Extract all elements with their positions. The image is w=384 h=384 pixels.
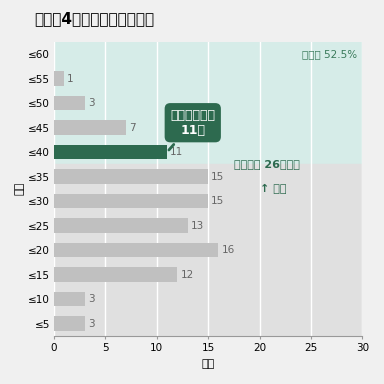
Bar (54, 194, 208, 209)
Text: 芦浦工大含む
11校: 芦浦工大含む 11校 (169, 109, 215, 150)
Text: ↑ 選定: ↑ 選定 (260, 184, 286, 194)
Text: 3: 3 (88, 294, 94, 304)
Text: 15: 15 (211, 172, 225, 182)
Text: 11: 11 (170, 147, 184, 157)
Bar (54, 169, 208, 184)
Bar (54, 42, 362, 164)
Bar (54, 292, 85, 306)
Bar (54, 145, 167, 159)
Bar (54, 267, 177, 282)
Bar (54, 164, 362, 336)
X-axis label: 校数: 校数 (202, 359, 215, 369)
Text: 7: 7 (129, 122, 136, 132)
Text: 15: 15 (211, 196, 225, 206)
Bar (54, 71, 64, 86)
Bar (54, 120, 126, 135)
Text: 選定基準 26点以上: 選定基準 26点以上 (234, 159, 300, 169)
Text: 3: 3 (88, 98, 94, 108)
Y-axis label: 点率: 点率 (15, 182, 25, 195)
Text: 12: 12 (180, 270, 194, 280)
Bar (54, 243, 218, 257)
Text: タイプ4「社会実装の推進」: タイプ4「社会実装の推進」 (35, 12, 155, 26)
Bar (54, 218, 188, 233)
Bar (54, 316, 85, 331)
Text: 1: 1 (67, 74, 74, 84)
Bar (54, 96, 85, 111)
Text: 選定率 52.5%: 選定率 52.5% (302, 49, 357, 59)
Text: 13: 13 (191, 220, 204, 230)
Text: 16: 16 (222, 245, 235, 255)
Text: 3: 3 (88, 319, 94, 329)
